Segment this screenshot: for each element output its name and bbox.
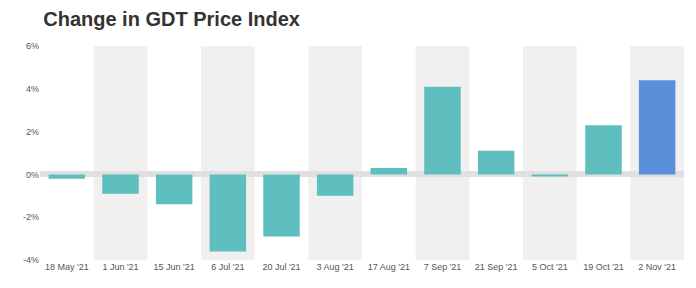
svg-text:17 Aug '21: 17 Aug '21 — [368, 262, 410, 272]
svg-text:6 Jul '21: 6 Jul '21 — [211, 262, 244, 272]
svg-text:-2%: -2% — [23, 212, 39, 222]
svg-text:20 Jul '21: 20 Jul '21 — [262, 262, 300, 272]
svg-text:3 Aug '21: 3 Aug '21 — [317, 262, 354, 272]
svg-text:2 Nov '21: 2 Nov '21 — [638, 262, 676, 272]
svg-text:4%: 4% — [26, 84, 39, 94]
svg-text:1 Jun '21: 1 Jun '21 — [102, 262, 138, 272]
svg-text:19 Oct '21: 19 Oct '21 — [583, 262, 624, 272]
svg-text:6%: 6% — [26, 41, 39, 51]
svg-text:2%: 2% — [26, 127, 39, 137]
svg-text:Change in GDT Price Index: Change in GDT Price Index — [43, 8, 300, 30]
svg-text:0%: 0% — [26, 170, 39, 180]
svg-text:5 Oct '21: 5 Oct '21 — [532, 262, 568, 272]
svg-text:-4%: -4% — [23, 255, 39, 265]
svg-text:21 Sep '21: 21 Sep '21 — [475, 262, 518, 272]
svg-text:15 Jun '21: 15 Jun '21 — [154, 262, 195, 272]
svg-text:18 May '21: 18 May '21 — [45, 262, 89, 272]
svg-text:7 Sep '21: 7 Sep '21 — [424, 262, 462, 272]
